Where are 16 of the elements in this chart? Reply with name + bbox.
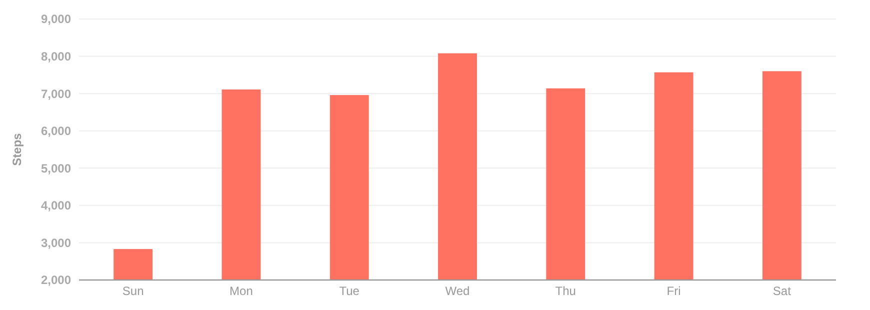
y-tick-label: 4,000 xyxy=(40,198,72,213)
x-tick-label: Mon xyxy=(230,284,253,298)
x-tick-label: Sun xyxy=(122,284,144,298)
x-tick-label: Sat xyxy=(772,284,792,298)
y-tick-label: 3,000 xyxy=(40,236,72,250)
x-tick-label: Wed xyxy=(445,284,470,298)
y-tick-label: 8,000 xyxy=(40,49,72,64)
y-tick-label: 9,000 xyxy=(40,12,72,26)
y-axis-title: Steps xyxy=(10,132,24,166)
y-tick-label: 2,000 xyxy=(40,273,72,288)
y-tick-label: 5,000 xyxy=(40,161,72,176)
x-tick-label: Tue xyxy=(339,284,360,298)
x-tick-label: Thu xyxy=(555,284,576,298)
y-tick-label: 6,000 xyxy=(40,124,72,138)
y-tick-label: 7,000 xyxy=(40,86,72,101)
x-tick-label: Fri xyxy=(666,284,681,298)
